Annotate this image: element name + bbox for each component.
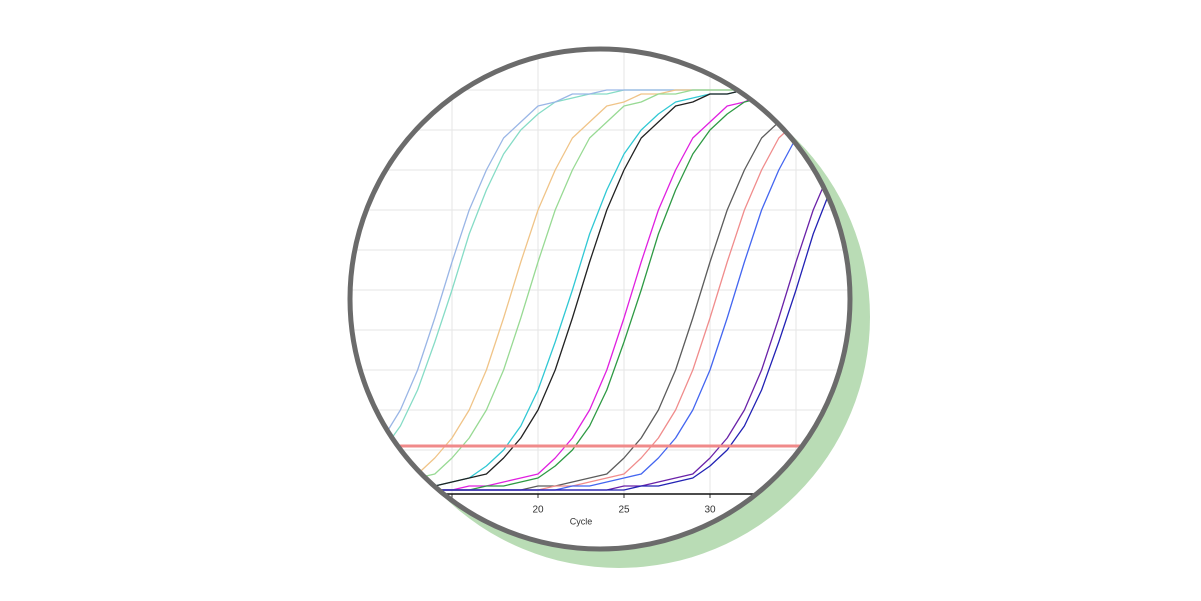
lens-background bbox=[350, 49, 850, 549]
x-tick-label: 25 bbox=[618, 505, 630, 516]
x-tick-label: 30 bbox=[704, 505, 716, 516]
lens-border bbox=[347, 46, 853, 552]
curve bbox=[366, 153, 849, 491]
x-axis-label: Cycle bbox=[570, 516, 593, 526]
x-tick-label: 35 bbox=[790, 505, 802, 516]
x-tick-label: 20 bbox=[532, 505, 544, 516]
